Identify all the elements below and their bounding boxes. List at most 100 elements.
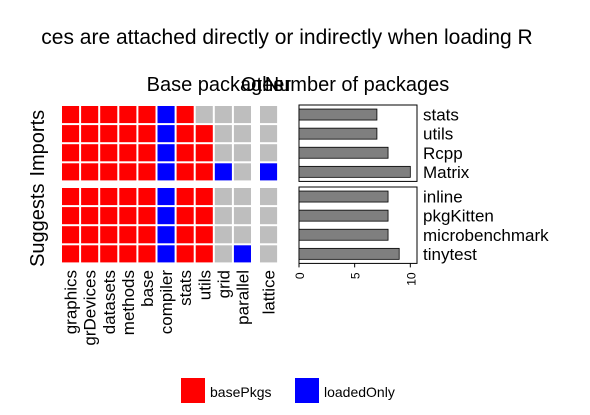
heat-cell-stats-compiler <box>157 106 175 124</box>
heat-cell-stats-parallel <box>233 106 251 124</box>
legend-label-basepkgs: basePkgs <box>210 384 271 400</box>
heat-cell-tinytest-utils <box>195 245 213 263</box>
heat-cell-rcpp-grid <box>214 144 232 162</box>
col-label-lattice: lattice <box>260 270 279 314</box>
legend-swatch-loadedonly <box>295 378 319 403</box>
heat-cell-matrix-methods <box>119 163 137 181</box>
heat-cell-tinytest-grdevices <box>81 245 99 263</box>
heat-cell-inline-stats <box>176 188 194 206</box>
bar-tinytest <box>298 247 400 260</box>
heat-cell-utils-utils <box>195 125 213 143</box>
heat-cell-rcpp-stats <box>176 144 194 162</box>
heat-cell-microbenchmark-utils <box>195 226 213 244</box>
bar-label-rcpp: Rcpp <box>423 144 463 163</box>
bar-label-stats: stats <box>423 106 459 125</box>
subtitle-number-of-packages: Number of packages <box>265 74 450 96</box>
bar-utils <box>298 127 378 140</box>
bar-microbenchmark <box>298 228 389 241</box>
col-label-datasets: datasets <box>100 270 119 334</box>
col-label-graphics: graphics <box>62 270 81 334</box>
heat-cell-stats-utils <box>195 106 213 124</box>
subtitle-other: Other <box>241 74 291 96</box>
heat-cell-tinytest-lattice <box>260 245 278 263</box>
heat-cell-utils-lattice <box>260 125 278 143</box>
heatmap: Imports Suggests graphics grDevices datasets… <box>27 105 279 346</box>
col-label-stats: stats <box>176 270 195 306</box>
bar-tick-label-10: 10 <box>404 272 418 286</box>
heat-cell-microbenchmark-base <box>138 226 156 244</box>
bar-label-inline: inline <box>423 188 463 207</box>
bar-label-utils: utils <box>423 125 453 144</box>
heat-cell-stats-lattice <box>260 106 278 124</box>
bar-pkgkitten <box>298 209 389 222</box>
heat-cell-inline-utils <box>195 188 213 206</box>
heat-cell-inline-grid <box>214 188 232 206</box>
heat-cell-pkgkitten-grdevices <box>81 207 99 225</box>
heat-cell-inline-grdevices <box>81 188 99 206</box>
col-label-utils: utils <box>195 270 214 300</box>
heat-cell-tinytest-stats <box>176 245 194 263</box>
heat-cell-matrix-lattice <box>260 163 278 181</box>
col-label-methods: methods <box>119 270 138 335</box>
heat-cell-utils-methods <box>119 125 137 143</box>
bar-label-tinytest: tinytest <box>423 245 477 264</box>
heat-cell-rcpp-parallel <box>233 144 251 162</box>
bar-rcpp <box>298 146 389 159</box>
heat-cell-pkgkitten-parallel <box>233 207 251 225</box>
col-label-grid: grid <box>214 270 233 298</box>
heat-cell-rcpp-lattice <box>260 144 278 162</box>
heat-cell-pkgkitten-base <box>138 207 156 225</box>
legend-swatch-basepkgs <box>181 378 205 403</box>
heat-cell-rcpp-base <box>138 144 156 162</box>
bar-label-microbenchmark: microbenchmark <box>423 226 549 245</box>
heat-cell-pkgkitten-utils <box>195 207 213 225</box>
heat-cell-microbenchmark-methods <box>119 226 137 244</box>
heat-cell-rcpp-grdevices <box>81 144 99 162</box>
row-group-label-imports: Imports <box>27 110 49 177</box>
heat-cell-matrix-parallel <box>233 163 251 181</box>
heat-cell-pkgkitten-datasets <box>100 207 118 225</box>
heat-cell-microbenchmark-stats <box>176 226 194 244</box>
heat-cell-inline-parallel <box>233 188 251 206</box>
heat-panel-suggests-other <box>259 187 279 264</box>
heat-cell-inline-methods <box>119 188 137 206</box>
heat-cell-inline-compiler <box>157 188 175 206</box>
heat-cell-stats-datasets <box>100 106 118 124</box>
chart-title: ces are attached directly or indirectly … <box>41 26 532 49</box>
col-label-base: base <box>138 270 157 307</box>
heat-cell-pkgkitten-graphics <box>62 207 80 225</box>
heat-cell-stats-grdevices <box>81 106 99 124</box>
heat-cell-stats-graphics <box>62 106 80 124</box>
heat-cell-utils-compiler <box>157 125 175 143</box>
heat-cell-microbenchmark-parallel <box>233 226 251 244</box>
heat-cell-inline-base <box>138 188 156 206</box>
row-group-label-suggests: Suggests <box>27 184 49 267</box>
heat-cell-rcpp-graphics <box>62 144 80 162</box>
col-label-grdevices: grDevices <box>81 270 100 346</box>
heat-cell-pkgkitten-stats <box>176 207 194 225</box>
bar-label-pkgkitten: pkgKitten <box>423 207 494 226</box>
heat-cell-tinytest-methods <box>119 245 137 263</box>
bar-stats <box>298 108 378 121</box>
heat-cell-rcpp-utils <box>195 144 213 162</box>
heat-cell-matrix-base <box>138 163 156 181</box>
heat-cell-microbenchmark-graphics <box>62 226 80 244</box>
legend-label-loadedonly: loadedOnly <box>324 384 395 400</box>
heat-cell-pkgkitten-methods <box>119 207 137 225</box>
heat-panel-imports-other <box>259 105 279 182</box>
heat-cell-matrix-stats <box>176 163 194 181</box>
heat-cell-utils-datasets <box>100 125 118 143</box>
heat-cell-microbenchmark-compiler <box>157 226 175 244</box>
heat-cell-tinytest-grid <box>214 245 232 263</box>
heat-cell-pkgkitten-grid <box>214 207 232 225</box>
heat-cell-matrix-grid <box>214 163 232 181</box>
heat-cell-inline-datasets <box>100 188 118 206</box>
heat-cell-utils-parallel <box>233 125 251 143</box>
heat-cell-stats-grid <box>214 106 232 124</box>
legend: basePkgs loadedOnly <box>181 378 395 403</box>
heat-cell-microbenchmark-grdevices <box>81 226 99 244</box>
col-label-compiler: compiler <box>157 270 176 335</box>
heat-cell-pkgkitten-compiler <box>157 207 175 225</box>
heat-cell-tinytest-compiler <box>157 245 175 263</box>
